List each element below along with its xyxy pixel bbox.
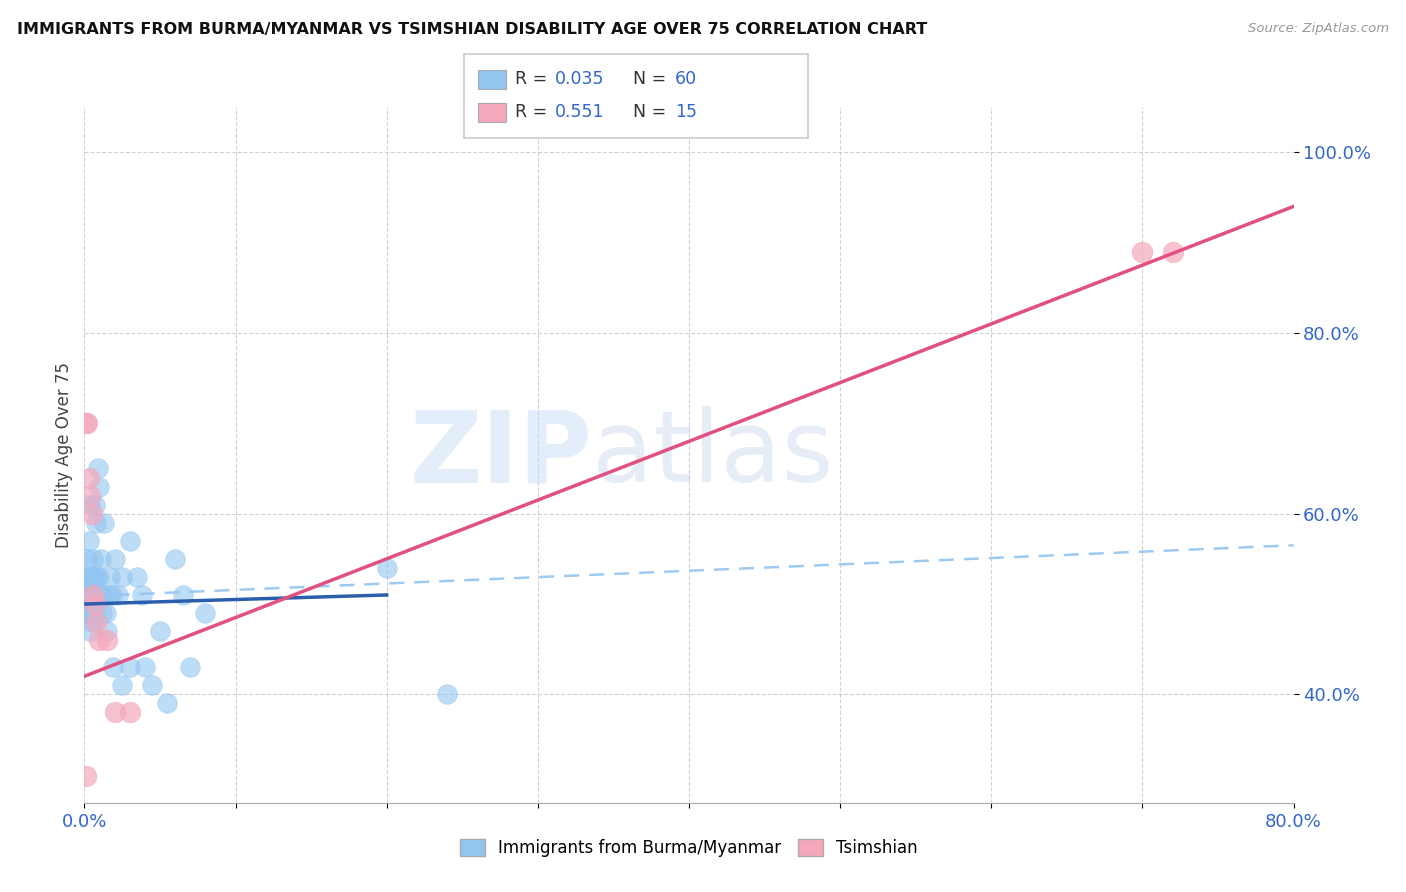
Point: [141, 678, 163, 692]
Point: [89, 633, 111, 648]
Text: 60: 60: [675, 70, 697, 88]
Point: [97, 588, 120, 602]
Point: [75, 417, 97, 431]
Point: [82, 588, 104, 602]
Text: IMMIGRANTS FROM BURMA/MYANMAR VS TSIMSHIAN DISABILITY AGE OVER 75 CORRELATION CH: IMMIGRANTS FROM BURMA/MYANMAR VS TSIMSHI…: [17, 22, 927, 37]
Point: [134, 660, 156, 674]
Point: [96, 633, 118, 648]
Point: [375, 561, 398, 575]
Point: [98, 570, 121, 584]
Point: [86, 615, 108, 629]
Point: [1130, 244, 1153, 259]
Point: [127, 570, 149, 584]
Point: [80, 588, 103, 602]
Point: [79, 498, 101, 512]
Text: R =: R =: [515, 103, 558, 121]
Point: [82, 551, 104, 566]
Point: [79, 624, 101, 639]
Point: [89, 570, 111, 584]
Text: 0.035: 0.035: [555, 70, 605, 88]
Point: [75, 769, 97, 783]
Text: Source: ZipAtlas.com: Source: ZipAtlas.com: [1249, 22, 1389, 36]
Point: [75, 588, 97, 602]
Point: [91, 606, 114, 620]
Point: [77, 588, 100, 602]
Point: [89, 479, 111, 493]
Point: [149, 624, 172, 639]
Point: [79, 597, 101, 611]
Point: [84, 597, 107, 611]
Point: [77, 533, 100, 548]
Text: R =: R =: [515, 70, 553, 88]
Point: [100, 588, 122, 602]
Text: N =: N =: [633, 70, 672, 88]
Point: [94, 606, 117, 620]
Text: 15: 15: [675, 103, 697, 121]
Point: [165, 551, 187, 566]
Text: ZIP: ZIP: [409, 407, 592, 503]
Point: [118, 706, 141, 720]
Point: [80, 615, 103, 629]
Point: [82, 588, 104, 602]
Point: [107, 588, 129, 602]
Point: [77, 588, 100, 602]
Point: [75, 606, 97, 620]
Point: [80, 597, 103, 611]
Point: [90, 551, 112, 566]
Point: [76, 606, 98, 620]
Point: [179, 660, 201, 674]
Point: [101, 660, 124, 674]
Point: [111, 570, 134, 584]
Legend: Immigrants from Burma/Myanmar, Tsimshian: Immigrants from Burma/Myanmar, Tsimshian: [453, 832, 925, 864]
Point: [84, 498, 107, 512]
Point: [90, 588, 112, 602]
Text: N =: N =: [633, 103, 672, 121]
Y-axis label: Disability Age Over 75: Disability Age Over 75: [55, 362, 73, 548]
Point: [156, 697, 179, 711]
Point: [76, 570, 98, 584]
Point: [86, 597, 108, 611]
Point: [82, 570, 104, 584]
Point: [104, 706, 127, 720]
Point: [76, 551, 98, 566]
Point: [80, 507, 103, 521]
Point: [79, 489, 101, 503]
Point: [79, 570, 101, 584]
Point: [1161, 244, 1184, 259]
Point: [118, 660, 141, 674]
Point: [96, 624, 118, 639]
Point: [93, 516, 115, 530]
Point: [194, 606, 217, 620]
Text: atlas: atlas: [592, 407, 834, 503]
Point: [91, 588, 114, 602]
Point: [80, 570, 103, 584]
Point: [172, 588, 194, 602]
Point: [87, 588, 110, 602]
Point: [86, 516, 108, 530]
Point: [131, 588, 153, 602]
Point: [111, 678, 134, 692]
Point: [104, 551, 127, 566]
Point: [118, 533, 141, 548]
Point: [87, 461, 110, 475]
Point: [77, 597, 100, 611]
Point: [84, 606, 107, 620]
Point: [84, 570, 107, 584]
Point: [436, 687, 458, 701]
Point: [86, 570, 108, 584]
Point: [77, 470, 100, 484]
Point: [76, 417, 98, 431]
Point: [80, 597, 103, 611]
Text: 0.551: 0.551: [555, 103, 605, 121]
